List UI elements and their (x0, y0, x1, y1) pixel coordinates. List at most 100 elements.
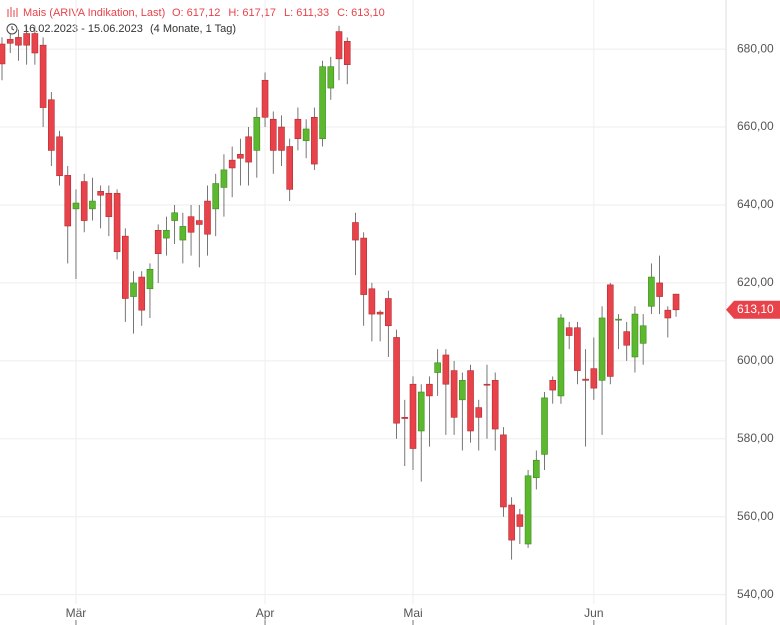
date-range: 16.02.2023 - 15.06.2023 (23, 23, 143, 35)
candle-body (31, 33, 39, 54)
candle-body (105, 192, 113, 217)
candle-body (6, 39, 14, 44)
candle-body (615, 318, 622, 321)
candle-body (393, 337, 400, 424)
candle-body (327, 66, 335, 89)
candle-body (220, 169, 228, 188)
candle-body (343, 41, 351, 65)
candle-body (664, 309, 672, 319)
candle-body (130, 282, 137, 297)
candle-body (245, 136, 252, 163)
candle-body (302, 128, 310, 141)
candle-body (508, 504, 515, 541)
candle-body (606, 284, 614, 377)
candle-body (450, 370, 458, 418)
candle-body (138, 276, 146, 311)
header-ohlc: O: 617,12 (172, 7, 220, 19)
candle-body (459, 380, 466, 401)
candle-body (311, 116, 318, 165)
candle-body (401, 417, 409, 419)
candle-body (97, 191, 104, 196)
candle-body (122, 235, 129, 299)
candle-body (352, 222, 359, 241)
candle-body (187, 216, 195, 233)
candle-body (434, 362, 441, 373)
header-ohlc: L: 611,33 (284, 7, 329, 19)
candle-body (335, 31, 343, 60)
candle-body (549, 380, 557, 391)
candle-body (80, 181, 88, 221)
candle-body (56, 136, 63, 177)
candle-body (261, 79, 269, 118)
last-price-tag (726, 300, 780, 319)
candle-body (672, 293, 680, 311)
header-title: Mais (ARIVA Indikation, Last) (23, 7, 165, 19)
candle-body (89, 200, 96, 210)
candle-body (623, 331, 631, 346)
candle-body (195, 220, 203, 225)
candle-body (409, 383, 417, 449)
clock-icon (6, 23, 18, 35)
x-tick-label: Mai (403, 606, 422, 620)
candle-body (368, 288, 376, 315)
header-ohlc: H: 617,17 (228, 7, 276, 19)
candle-body (72, 202, 80, 210)
y-tick-label: 600,00 (737, 353, 774, 367)
candle-body (598, 317, 606, 381)
candle-body (376, 311, 384, 315)
candle-body (360, 237, 367, 295)
candle-body (15, 37, 22, 46)
candle-body (426, 383, 433, 397)
candle-body (574, 327, 581, 371)
candle-body (146, 268, 154, 290)
y-tick-label: 560,00 (737, 509, 774, 523)
candle-body (237, 154, 244, 159)
candle-body (532, 459, 540, 479)
x-tick-label: Apr (256, 606, 275, 620)
candle-body (541, 397, 548, 455)
candle-body (163, 229, 170, 239)
candle-body (212, 183, 220, 210)
candle-body (171, 212, 178, 221)
candle-body (179, 226, 187, 241)
x-tick-label: Jun (584, 606, 603, 620)
x-tick-label: Mär (66, 606, 87, 620)
y-tick-label: 680,00 (737, 41, 774, 55)
y-tick-label: 540,00 (737, 587, 774, 601)
candle-body (491, 380, 499, 430)
candle-body (631, 313, 639, 358)
candle-body (417, 391, 425, 432)
candle-body (228, 159, 236, 169)
header-ohlc: C: 613,10 (337, 7, 385, 19)
candle-body (483, 383, 491, 386)
candle-body (269, 118, 277, 151)
candle-body (639, 325, 647, 344)
candle-body (23, 33, 30, 46)
candle-body (64, 175, 72, 227)
candle-body (154, 229, 162, 254)
candle-body (0, 43, 6, 65)
candle-body (442, 354, 450, 385)
candle-body (286, 146, 294, 190)
candle-body (113, 192, 121, 253)
header-line: Mais (ARIVA Indikation, Last) (23, 7, 165, 19)
y-tick-label: 620,00 (737, 275, 774, 289)
chart-icon (7, 7, 18, 17)
candle-body (253, 116, 261, 151)
candle-body (648, 276, 655, 307)
candle-body (500, 434, 507, 508)
candle-body (656, 282, 663, 297)
candle-body (294, 118, 302, 140)
candle-body (557, 317, 565, 397)
candle-body (467, 370, 474, 432)
candle-body (319, 66, 326, 140)
candle-body (524, 475, 532, 545)
candle-body (385, 298, 392, 327)
last-price-label: 613,10 (737, 302, 774, 316)
candle-body (516, 514, 524, 527)
y-tick-label: 580,00 (737, 431, 774, 445)
candle-body (39, 44, 47, 108)
duration: (4 Monate, 1 Tag) (150, 23, 236, 35)
